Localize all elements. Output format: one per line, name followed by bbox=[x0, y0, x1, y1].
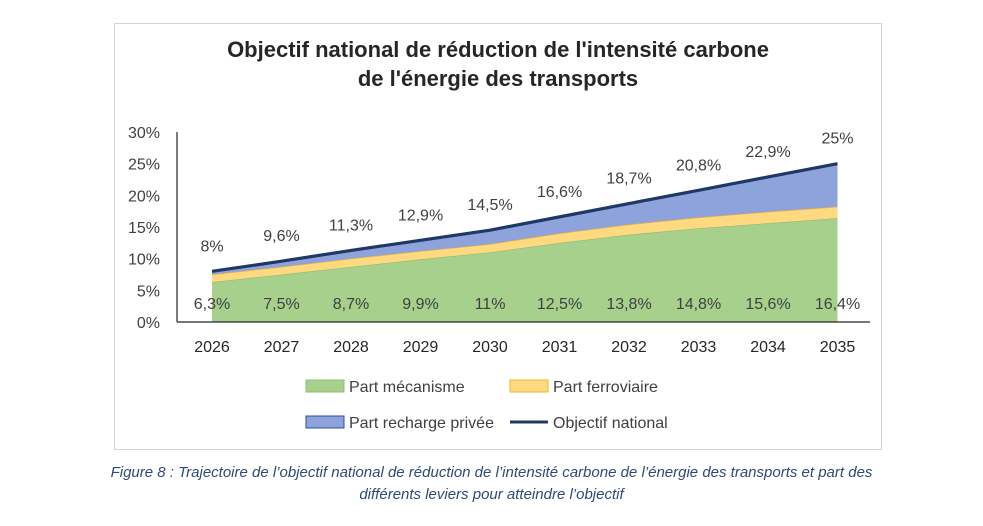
y-tick-label: 25% bbox=[128, 157, 160, 174]
mecanisme-data-label: 14,8% bbox=[676, 296, 721, 313]
legend-part-mecanisme-label: Part mécanisme bbox=[349, 379, 465, 396]
mecanisme-data-label: 15,6% bbox=[745, 296, 790, 313]
mecanisme-data-label: 6,3% bbox=[194, 296, 230, 313]
legend-part-ferroviaire-swatch bbox=[509, 379, 549, 393]
mecanisme-data-label: 13,8% bbox=[606, 296, 651, 313]
x-tick-label: 2027 bbox=[264, 339, 300, 356]
y-tick-label: 0% bbox=[137, 315, 160, 332]
figure-caption: Figure 8 : Trajectoire de l’objectif nat… bbox=[0, 462, 983, 506]
objective-data-label: 9,6% bbox=[263, 228, 299, 245]
x-tick-label: 2029 bbox=[403, 339, 439, 356]
x-tick-label: 2035 bbox=[820, 339, 856, 356]
mecanisme-data-label: 12,5% bbox=[537, 296, 582, 313]
y-tick-label: 15% bbox=[128, 220, 160, 237]
x-tick-label: 2028 bbox=[333, 339, 369, 356]
chart-title-line1: Objectif national de réduction de l'inte… bbox=[227, 37, 769, 62]
x-tick-label: 2026 bbox=[194, 339, 230, 356]
objective-data-label: 20,8% bbox=[676, 157, 721, 174]
caption-line-2: différents leviers pour atteindre l’obje… bbox=[359, 486, 624, 503]
objective-data-label: 11,3% bbox=[329, 217, 373, 234]
objective-data-label: 8% bbox=[200, 238, 223, 255]
legend-objectif-national-label: Objectif national bbox=[553, 415, 668, 432]
mecanisme-data-label: 8,7% bbox=[333, 296, 369, 313]
y-tick-label: 5% bbox=[137, 283, 160, 300]
legend-part-recharge-privee-label: Part recharge privée bbox=[349, 415, 494, 432]
objective-data-label: 18,7% bbox=[606, 171, 651, 188]
mecanisme-data-label: 11% bbox=[475, 296, 506, 313]
legend-part-mecanisme-swatch bbox=[305, 379, 345, 393]
area-series-1 bbox=[212, 218, 838, 322]
y-tick-label: 10% bbox=[128, 252, 160, 269]
caption-line-1: Figure 8 : Trajectoire de l’objectif nat… bbox=[110, 464, 873, 481]
legend-part-ferroviaire-label: Part ferroviaire bbox=[553, 379, 658, 396]
x-tick-label: 2032 bbox=[611, 339, 647, 356]
x-tick-label: 2030 bbox=[472, 339, 508, 356]
x-tick-label: 2031 bbox=[542, 339, 578, 356]
objectif-national-line bbox=[211, 162, 838, 273]
area-series-2 bbox=[212, 206, 838, 283]
y-tick-label: 20% bbox=[128, 188, 160, 205]
objective-data-label: 22,9% bbox=[745, 144, 790, 161]
mecanisme-data-label: 7,5% bbox=[263, 296, 299, 313]
objective-data-label: 16,6% bbox=[537, 184, 582, 201]
mecanisme-data-label: 16,4% bbox=[815, 296, 860, 313]
objective-data-label: 14,5% bbox=[467, 197, 512, 214]
chart: Objectif national de réduction de l'inte… bbox=[128, 37, 870, 432]
mecanisme-data-label: 9,9% bbox=[402, 296, 438, 313]
objective-data-label: 12,9% bbox=[398, 207, 443, 224]
objective-data-label: 25% bbox=[821, 131, 853, 148]
chart-title-line2: de l'énergie des transports bbox=[358, 66, 638, 91]
y-tick-label: 30% bbox=[128, 125, 160, 142]
legend-part-recharge-privee-swatch bbox=[305, 415, 345, 429]
x-tick-label: 2033 bbox=[681, 339, 717, 356]
x-tick-label: 2034 bbox=[750, 339, 786, 356]
